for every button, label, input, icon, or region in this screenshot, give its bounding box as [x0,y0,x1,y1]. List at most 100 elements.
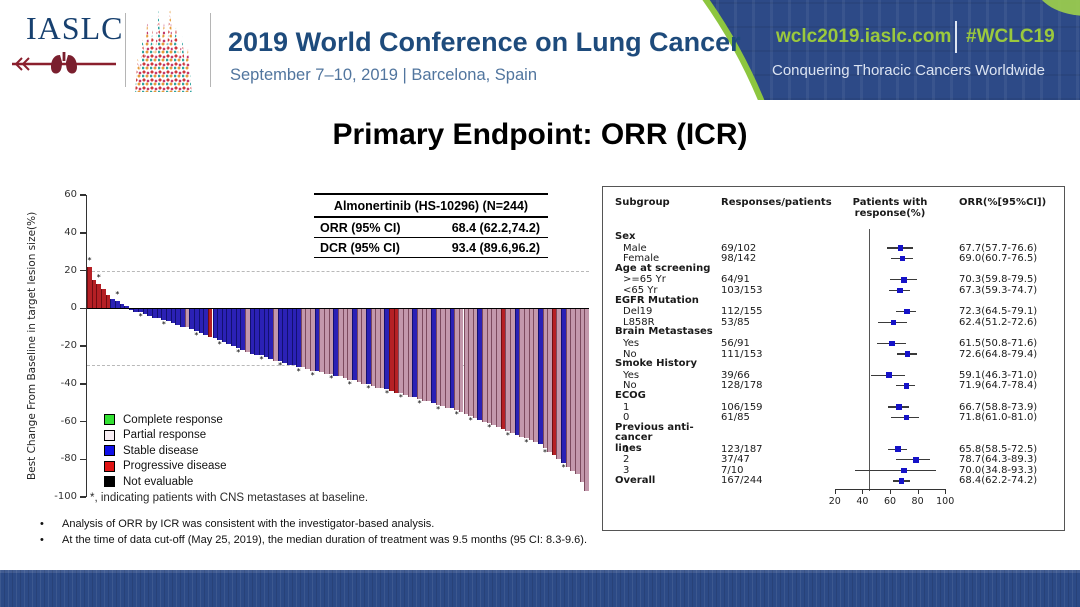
waterfall-bar [138,308,143,313]
forest-subgroup-label: 1 [623,401,630,413]
waterfall-bar [314,308,320,371]
forest-subgroup-label: EGFR Mutation [615,294,699,306]
forest-rows: Sex Male 69/102 67.7(57.7-76.6) Female 98/142… [615,232,1058,487]
waterfall-bar [207,308,213,337]
forest-data-row: 2 37/47 78.7(64.3-89.3) [615,454,1058,465]
orr-point-marker [901,277,907,283]
conference-tagline: Conquering Thoracic Cancers Worldwide [772,62,1045,79]
cns-asterisk: * [543,447,548,457]
waterfall-bar [184,308,190,328]
forest-column-header: Responses/patients [721,197,832,208]
forest-subgroup-label: No [623,380,637,392]
forest-responses-value: 7/10 [721,464,744,476]
waterfall-bar [570,308,576,471]
waterfall-bar [319,308,325,373]
waterfall-bar [142,308,148,314]
cns-asterisk: * [115,289,120,299]
waterfall-bar [440,308,445,407]
forest-subgroup-label: Brain Metastases [615,326,713,338]
waterfall-bar [198,308,204,333]
y-axis-tick [80,345,86,347]
waterfall-bar [389,308,394,392]
orr-point-marker [903,414,910,421]
waterfall-bar [221,308,227,343]
forest-marker-cell [821,370,959,381]
forest-data-row: Yes 39/66 59.1(46.3-71.0) [615,370,1058,381]
orr-point-marker [901,467,907,474]
orr-point-marker [896,404,902,410]
forest-marker-cell [821,402,959,413]
forest-data-row: 0 61/85 71.8(61.0-81.0) [615,412,1058,423]
waterfall-bar [282,308,287,363]
cns-asterisk: * [217,340,222,350]
cns-asterisk: * [278,361,283,371]
forest-axis-line [834,489,946,491]
forest-subgroup-label: 3 [623,464,630,476]
waterfall-bar [114,300,120,309]
waterfall-bar [231,308,236,346]
zero-baseline [87,308,589,310]
forest-responses-value: 98/142 [721,253,757,265]
waterfall-bar [500,308,506,430]
forest-subgroup-label: Overall [615,475,656,487]
conference-website: wclc2019.iaslc.com [776,26,952,47]
cns-asterisk: * [347,379,352,389]
forest-responses-value: 61/85 [721,412,750,424]
waterfall-bar [296,308,301,367]
cns-asterisk: * [398,393,403,403]
forest-header: Subgroup Responses/patients Patients with … [615,197,1058,219]
forest-data-row: L858R 53/85 62.4(51.2-72.6) [615,317,1058,328]
cns-asterisk: * [436,404,441,414]
forest-group-row: Smoke History [615,359,1058,370]
waterfall-bar [435,308,441,405]
forest-subgroup-label: No [623,348,637,360]
waterfall-bar [379,308,385,388]
conference-hashtag: #WCLC19 [966,26,1055,47]
forest-axis-tick-label: 60 [883,496,897,508]
header-divider-line [210,13,211,87]
cns-asterisk: * [87,255,92,265]
legend-swatch-ne [104,476,115,488]
forest-orr-ci-value: 72.3(64.5-79.1) [959,306,1038,318]
legend-label: Progressive disease [123,460,227,473]
forest-subgroup-label: 2 [623,454,630,466]
waterfall-bar [561,308,566,464]
forest-group-row: ECOG [615,390,1058,402]
forest-reference-line [869,229,871,491]
forest-data-row: Overall 167/244 68.4(62.2-74.2) [615,475,1058,486]
y-axis-tick [80,420,86,423]
waterfall-bar [523,308,529,439]
waterfall-bar [412,308,417,397]
orr-dcr-table: Almonertinib (HS-10296) (N=244) ORR (95%… [314,193,548,258]
cns-asterisk: * [259,355,264,365]
forest-axis-tick-label: 20 [828,496,841,508]
legend-label: Partial response [123,429,207,442]
legend-swatch-pr [104,429,115,441]
y-axis-tick-label: 40 [64,226,77,238]
waterfall-bar [268,308,273,360]
waterfall-y-axis-label: Best Change From Baseline in target lesi… [26,211,38,481]
forest-orr-ci-value: 71.8(61.0-81.0) [959,412,1038,424]
waterfall-bar [468,308,473,416]
waterfall-bar [310,308,315,371]
bullet-icon: • [40,518,44,530]
legend-swatch-pd [104,460,115,472]
legend-item: Stable disease [104,443,227,459]
cns-asterisk: * [236,347,241,357]
waterfall-bar [240,308,246,350]
waterfall-bar [333,308,338,377]
legend-label: Complete response [123,413,223,426]
forest-group-row: Previous anti-cancer lines [615,422,1058,453]
waterfall-bar [133,308,139,313]
waterfall-plot-area: 60 40 20 0 -20 -40 -60 -80 -100 * * * * * * * * * * * * * * * * *… [54,189,589,502]
waterfall-bar [170,308,176,324]
y-axis-tick-label: 20 [64,264,77,276]
waterfall-bar [514,308,520,435]
waterfall-bar [519,308,524,437]
waterfall-bar [430,308,436,403]
waterfall-bar [444,308,450,409]
waterfall-bar [565,308,571,467]
waterfall-bar [398,308,404,394]
green-curve-divider [0,0,804,100]
legend-label: Not evaluable [123,475,194,488]
